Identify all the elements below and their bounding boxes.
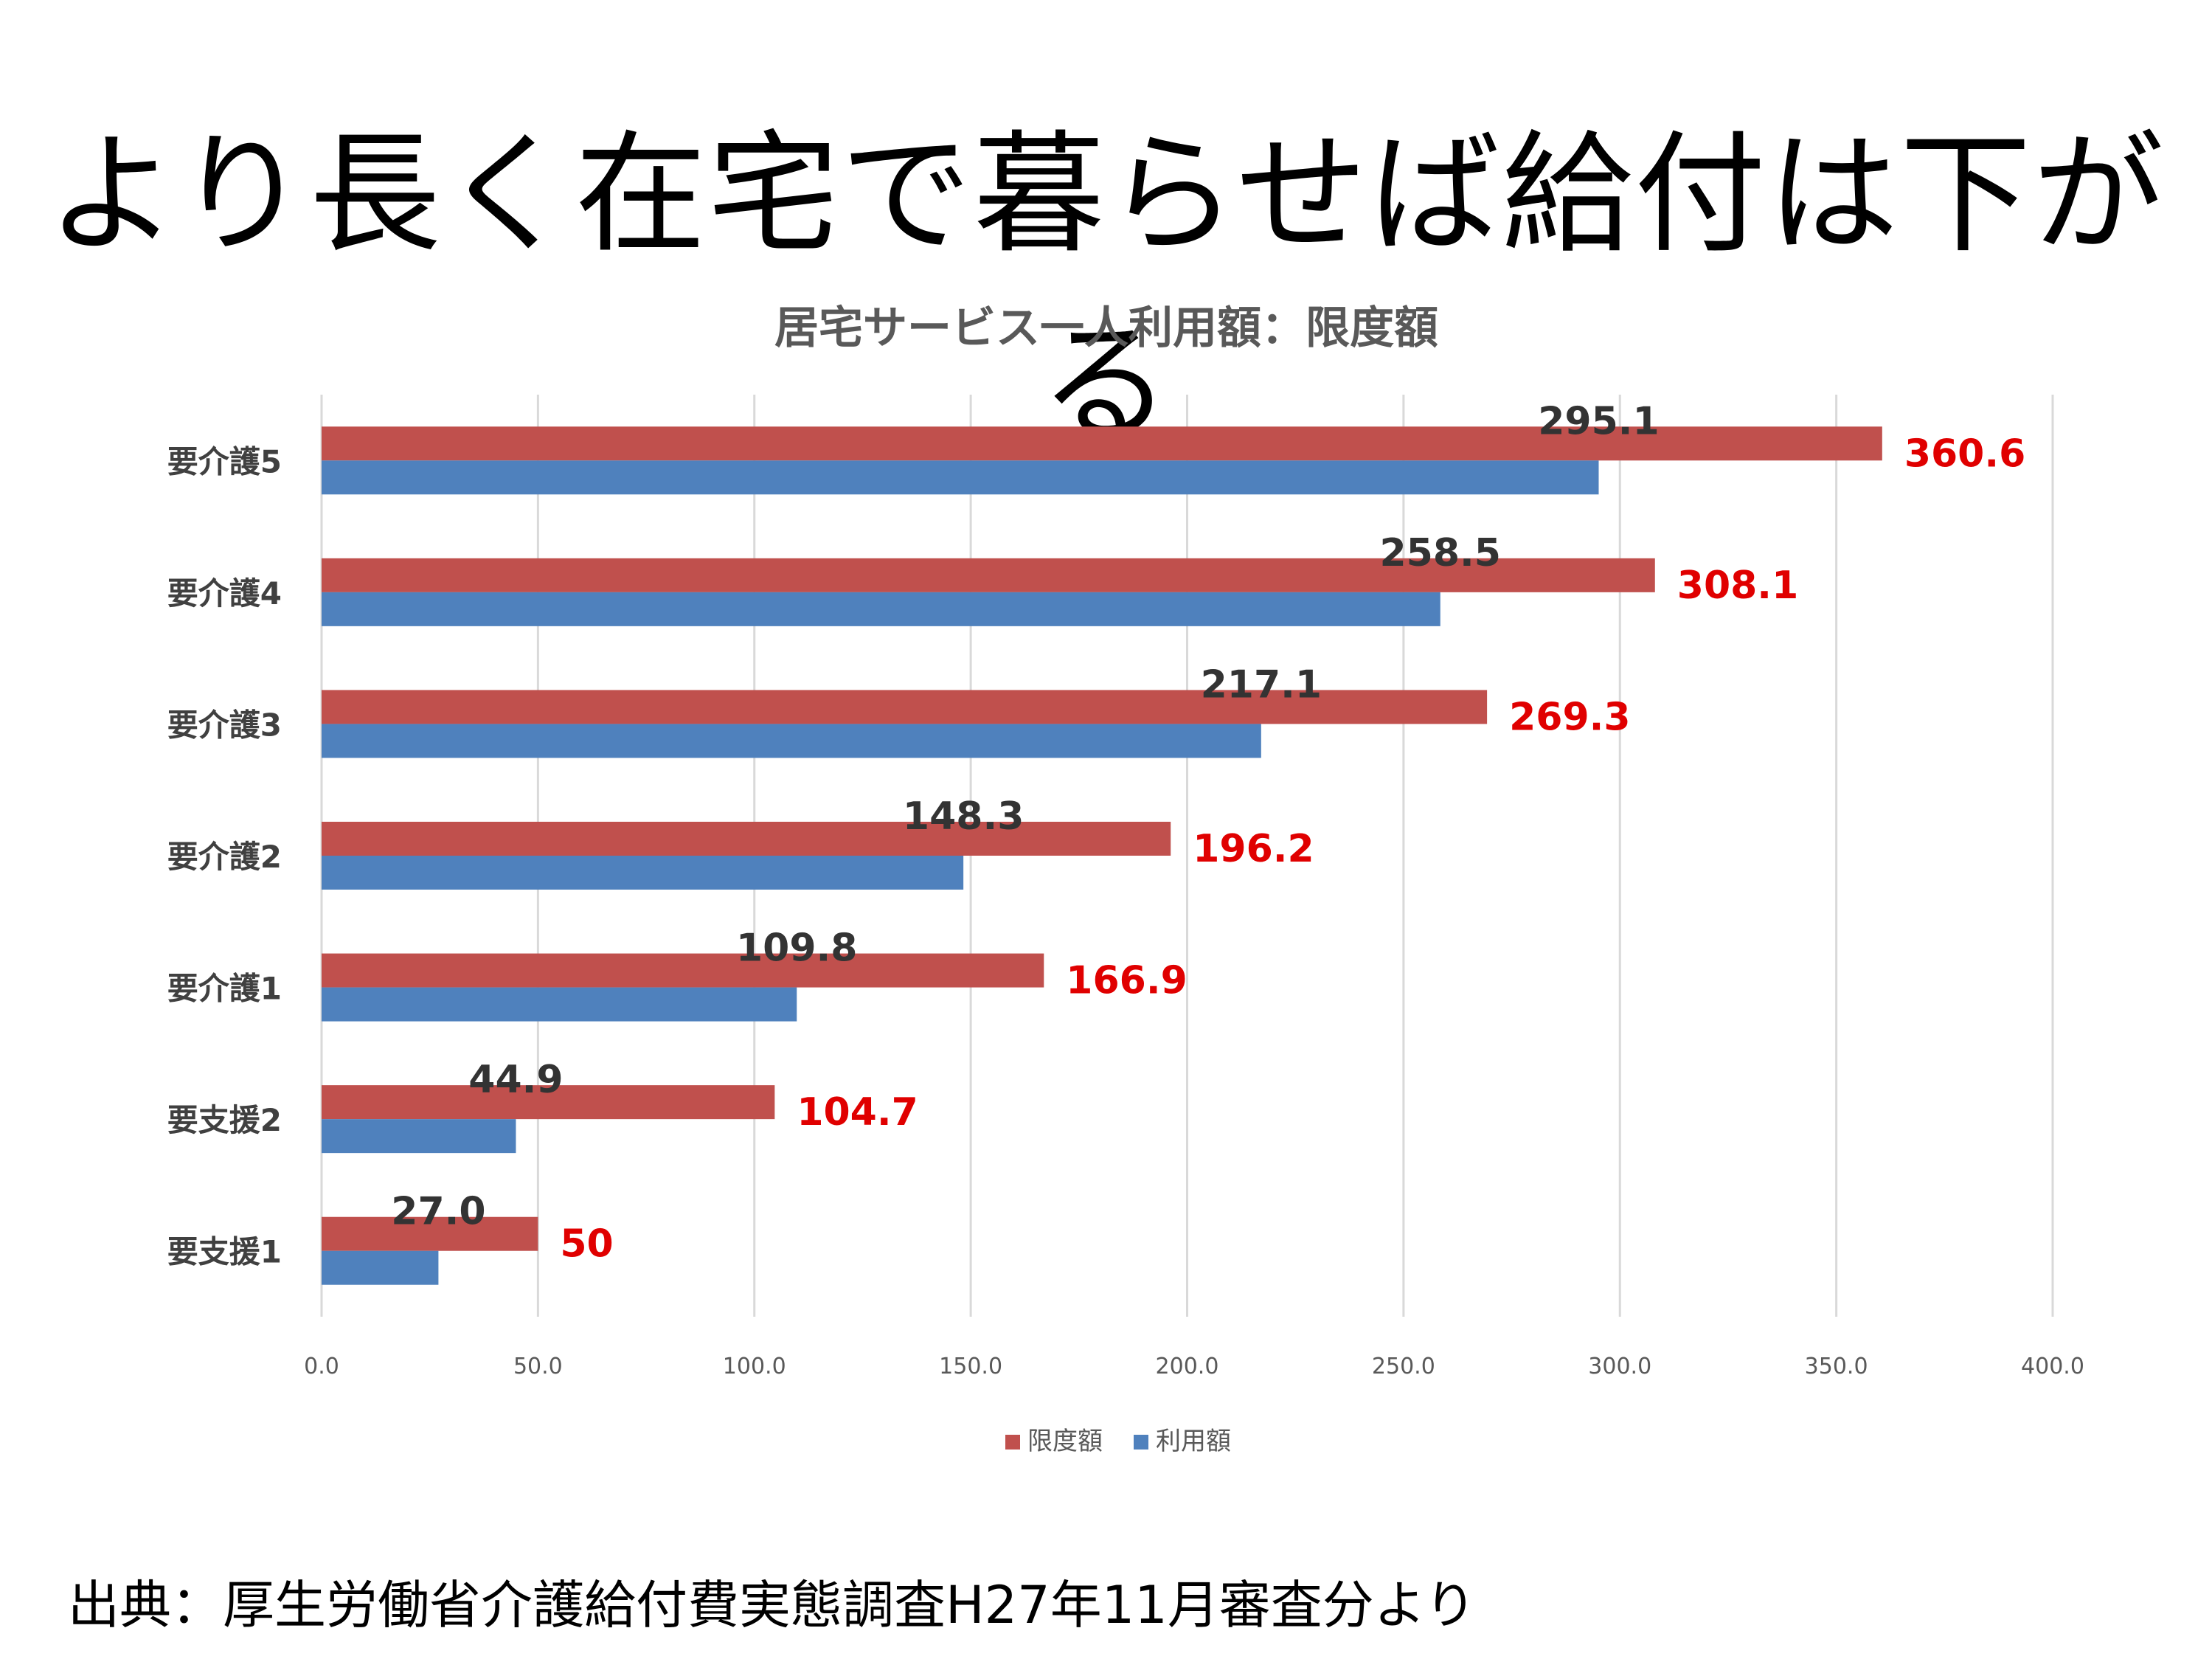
- data-label-limit: 50: [560, 1222, 613, 1267]
- bar-limit: [322, 1085, 775, 1120]
- category-labels: 要介護5 要介護4 要介護3 要介護2 要介護1 要支援2 要支援1: [167, 443, 282, 1270]
- data-label-limit: 308.1: [1677, 564, 1798, 608]
- x-tick-label: 250.0: [1372, 1354, 1435, 1379]
- category-label: 要介護4: [167, 575, 282, 612]
- source-note: 出典：厚生労働省介護給付費実態調査H27年11月審査分より: [68, 1575, 1477, 1635]
- legend: 限度額 利用額: [1005, 1427, 1231, 1456]
- x-tick-labels: 0.0 50.0 100.0 150.0 200.0 250.0 300.0 350.0 400…: [304, 1354, 2084, 1379]
- bar-usage: [322, 856, 964, 890]
- legend-swatch: [1134, 1435, 1148, 1450]
- bar-limit: [322, 822, 1171, 856]
- x-tick-label: 0.0: [304, 1354, 339, 1379]
- data-label-usage: 148.3: [903, 794, 1024, 839]
- bar-limit: [322, 1216, 538, 1251]
- slide-title: より長く在宅で暮らせば給付は下がる: [46, 118, 2166, 460]
- x-tick-label: 200.0: [1156, 1354, 1219, 1379]
- category-label: 要介護1: [167, 971, 282, 1007]
- data-label-limit: 196.2: [1193, 827, 1314, 871]
- category-label: 要支援1: [167, 1234, 282, 1270]
- x-tick-label: 300.0: [1588, 1354, 1651, 1379]
- bar-usage: [322, 460, 1599, 495]
- category-label: 要介護3: [167, 707, 282, 743]
- bar-usage: [322, 1119, 516, 1154]
- bars: [322, 426, 1882, 1285]
- bar-usage: [322, 1250, 439, 1285]
- legend-label: 限度額: [1027, 1427, 1103, 1456]
- bar-usage: [322, 987, 797, 1022]
- category-label: 要支援2: [167, 1102, 282, 1138]
- category-label: 要介護5: [167, 443, 282, 479]
- x-tick-label: 350.0: [1805, 1354, 1868, 1379]
- legend-swatch: [1005, 1435, 1020, 1450]
- data-labels: 295.1 360.6 258.5 308.1 217.1 269.3 148.3 196.2…: [391, 399, 2025, 1266]
- bar-limit: [322, 690, 1488, 724]
- x-tick-label: 400.0: [2021, 1354, 2084, 1379]
- chart-title: 居宅サービス一人利用額：限度額: [774, 302, 1438, 354]
- data-label-usage: 109.8: [736, 927, 857, 971]
- bar-usage: [322, 592, 1440, 626]
- bar-usage: [322, 724, 1261, 758]
- data-label-limit: 360.6: [1904, 432, 2025, 476]
- data-label-usage: 217.1: [1201, 662, 1322, 707]
- data-label-usage: 44.9: [468, 1058, 563, 1102]
- data-label-usage: 295.1: [1538, 399, 1659, 443]
- legend-label: 利用額: [1156, 1427, 1231, 1456]
- data-label-limit: 104.7: [797, 1090, 918, 1135]
- bar-limit: [322, 558, 1655, 592]
- data-label-usage: 258.5: [1380, 531, 1501, 575]
- category-label: 要介護2: [167, 839, 282, 875]
- data-label-limit: 269.3: [1509, 695, 1630, 739]
- x-tick-label: 100.0: [723, 1354, 786, 1379]
- bar-limit: [322, 953, 1044, 988]
- data-label-limit: 166.9: [1066, 959, 1187, 1003]
- x-tick-label: 50.0: [513, 1354, 563, 1379]
- bar-limit: [322, 426, 1882, 461]
- data-label-usage: 27.0: [391, 1190, 485, 1234]
- x-tick-label: 150.0: [939, 1354, 1002, 1379]
